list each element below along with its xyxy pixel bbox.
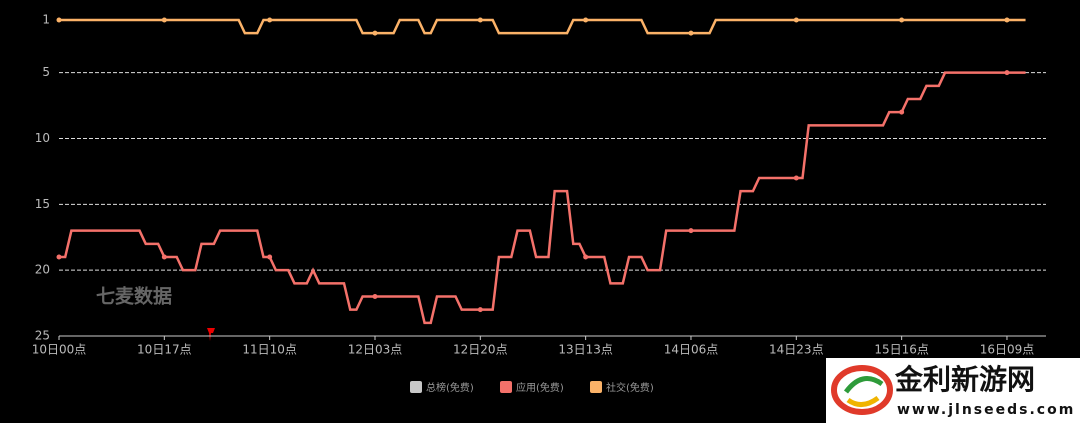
point	[583, 17, 589, 23]
x-tick-label: 13日13点	[558, 343, 613, 357]
x-tick-label: 12日03点	[348, 343, 403, 357]
legend-swatch	[500, 381, 512, 393]
point	[161, 254, 167, 260]
point	[56, 17, 62, 23]
y-tick-label: 15	[35, 197, 50, 211]
point	[477, 307, 483, 313]
point	[899, 17, 905, 23]
y-tick-label: 10	[35, 131, 50, 145]
point	[372, 294, 378, 299]
point	[688, 30, 694, 36]
legend-swatch	[410, 381, 422, 393]
point	[1004, 70, 1010, 76]
legend-label: 总榜(免费)	[426, 381, 474, 394]
site-url: www.jlnseeds.com	[897, 402, 1075, 418]
x-tick-label: 16日09点	[980, 343, 1035, 357]
x-tick-label: 10日17点	[137, 343, 192, 357]
point	[793, 175, 799, 181]
legend-label: 应用(免费)	[516, 381, 564, 394]
series-line	[59, 18, 1026, 35]
legend-label: 社交(免费)	[606, 381, 654, 394]
x-tick-label: 12日20点	[453, 343, 508, 357]
point	[1004, 17, 1010, 23]
y-tick-label: 25	[35, 329, 50, 343]
y-tick-label: 1	[42, 13, 50, 27]
point	[161, 17, 167, 23]
point	[793, 17, 799, 23]
point	[688, 228, 694, 234]
x-tick-label: 11日10点	[242, 343, 297, 357]
x-tick-label: 14日23点	[769, 343, 824, 357]
point	[899, 109, 905, 115]
point	[267, 254, 273, 260]
y-tick-label: 20	[35, 263, 50, 277]
x-tick-label: 10日00点	[32, 343, 87, 357]
marker-icon	[207, 328, 215, 341]
site-logo: 金利新游网 www.jlnseeds.com	[826, 358, 1080, 423]
x-tick-label: 15日16点	[874, 343, 929, 357]
y-tick-label: 5	[42, 65, 50, 79]
point	[583, 254, 589, 260]
x-tick-label: 14日06点	[664, 343, 719, 357]
point	[477, 17, 483, 23]
site-name: 金利新游网	[894, 363, 1035, 396]
point	[372, 30, 378, 36]
legend-swatch	[590, 381, 602, 393]
watermark: 七麦数据	[96, 285, 172, 308]
point	[267, 17, 273, 23]
point	[56, 254, 62, 260]
series-line	[59, 71, 1026, 325]
